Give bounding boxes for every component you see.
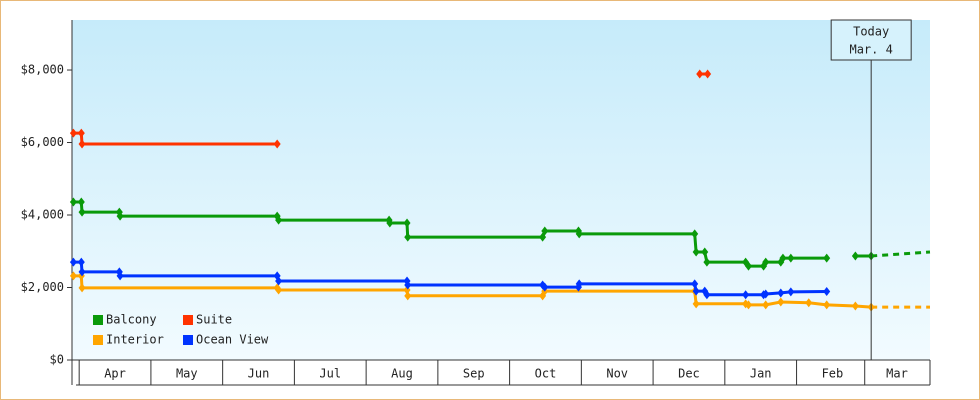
today-box [830, 19, 912, 61]
point [823, 300, 831, 310]
point [116, 271, 124, 281]
point [787, 287, 795, 297]
point [77, 128, 85, 138]
point [777, 297, 785, 307]
point [404, 291, 412, 301]
point [762, 257, 770, 267]
x-tick-label: Jun [248, 367, 270, 381]
point [77, 197, 85, 207]
point [742, 290, 750, 300]
point [77, 257, 85, 267]
point [273, 139, 281, 149]
point [787, 253, 795, 263]
today-label: Today [853, 25, 889, 39]
point [404, 232, 412, 242]
legend-label: Suite [196, 313, 232, 327]
y-tick-label: $6,000 [21, 135, 64, 149]
point [692, 299, 700, 309]
y-tick-label: $8,000 [21, 63, 64, 77]
point [851, 301, 859, 311]
point [386, 218, 394, 228]
point [69, 257, 77, 267]
legend-label: Balcony [106, 313, 157, 327]
legend-label: Interior [106, 333, 164, 347]
point [404, 280, 412, 290]
point [69, 128, 77, 138]
legend-swatch [93, 315, 103, 325]
point [762, 289, 770, 299]
projection-line [871, 250, 931, 258]
point [541, 226, 549, 236]
point [275, 276, 283, 286]
point [69, 197, 77, 207]
point [78, 267, 86, 277]
point [575, 229, 583, 239]
legend-swatch [183, 335, 193, 345]
point [777, 288, 785, 298]
point [762, 300, 770, 310]
point [275, 215, 283, 225]
legend-label: Ocean View [196, 333, 269, 347]
plot-area [72, 20, 930, 360]
point [692, 286, 700, 296]
point [823, 253, 831, 263]
point [69, 271, 77, 281]
point [691, 279, 699, 289]
point [704, 69, 712, 79]
point [541, 282, 549, 292]
point [779, 253, 787, 263]
point [78, 283, 86, 293]
x-tick-label: Feb [822, 367, 844, 381]
point [116, 211, 124, 221]
point [696, 69, 704, 79]
point [745, 261, 752, 271]
point [692, 247, 700, 257]
x-tick-label: Mar [886, 367, 908, 381]
point [403, 218, 411, 228]
legend-swatch [183, 315, 193, 325]
x-tick-label: Jan [750, 367, 772, 381]
point [745, 300, 752, 310]
x-tick-label: Sep [463, 367, 485, 381]
x-tick-label: Nov [606, 367, 628, 381]
y-tick-label: $2,000 [21, 280, 64, 294]
point [701, 247, 709, 257]
point [575, 279, 583, 289]
point [823, 286, 831, 296]
point [851, 251, 859, 261]
today-label: Mar. 4 [849, 43, 892, 57]
point [703, 290, 711, 300]
point [275, 285, 283, 295]
point [805, 298, 813, 308]
y-tick-label: $0 [50, 353, 64, 367]
x-tick-label: Aug [391, 367, 413, 381]
x-tick-label: Oct [535, 367, 557, 381]
legend-swatch [93, 335, 103, 345]
x-tick-label: May [176, 367, 198, 381]
y-tick-label: $4,000 [21, 208, 64, 222]
x-tick-label: Jul [319, 367, 341, 381]
point [703, 257, 711, 267]
point [78, 139, 86, 149]
x-tick-label: Apr [104, 367, 126, 381]
x-tick-label: Dec [678, 367, 700, 381]
point [78, 207, 86, 217]
point [691, 229, 699, 239]
